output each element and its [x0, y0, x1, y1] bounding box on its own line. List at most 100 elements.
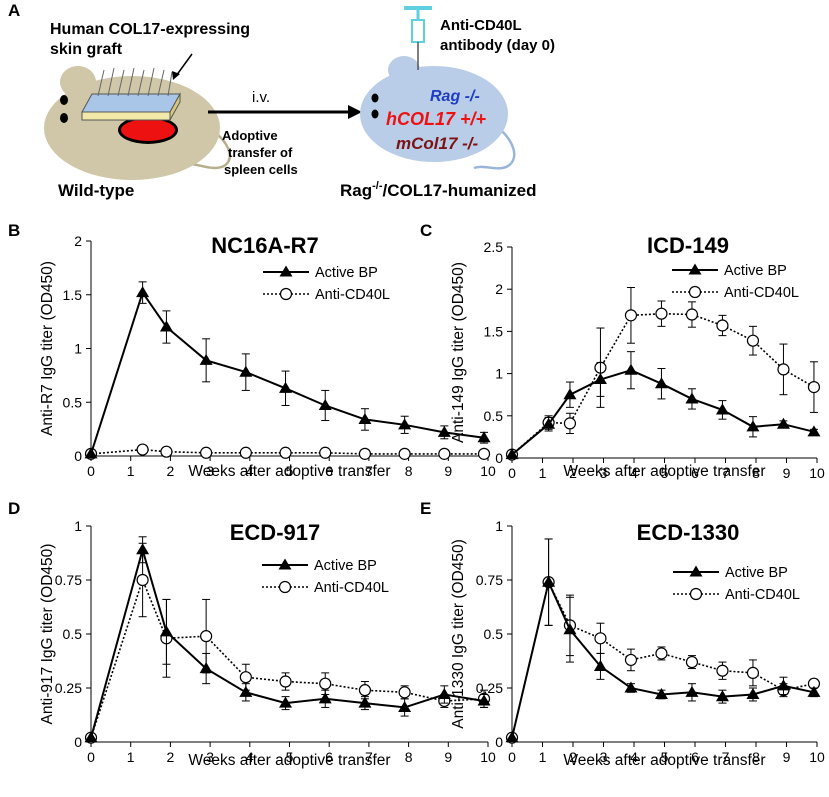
data-point [685, 685, 699, 697]
data-point [715, 690, 729, 702]
x-tick-label: 5 [286, 463, 294, 479]
x-axis-label: Weeks after adoptive transfer [563, 463, 765, 480]
data-point [716, 664, 729, 677]
series-active-bp [505, 538, 821, 743]
y-tick-label: 0.75 [476, 572, 503, 588]
x-tick-label: 0 [87, 463, 95, 479]
y-tick-label: 1 [74, 341, 82, 357]
x-tick-label: 10 [809, 465, 825, 481]
data-point [239, 671, 252, 684]
data-point [477, 431, 491, 443]
data-point [358, 412, 372, 424]
y-tick-label: 2 [74, 233, 82, 249]
data-point [807, 425, 821, 437]
x-tick-label: 1 [127, 749, 135, 765]
chart-panel-b: B NC16A-R7 0 0.5 1 1.5 2 0 1 2 3 4 5 6 7 8 9 10 Weeks afte… [8, 221, 496, 480]
graft-label-line1: Human COL17-expressing [50, 21, 250, 38]
graft-pointer-arrow [175, 53, 193, 77]
data-point [563, 388, 577, 400]
chart-title: NC16A-R7 [211, 233, 319, 258]
recipient-mouse-ear [388, 56, 420, 84]
series-active-bp [84, 536, 491, 743]
x-tick-label: 8 [405, 749, 413, 765]
data-point [685, 392, 699, 404]
x-tick-label: 7 [365, 463, 373, 479]
data-point [136, 573, 149, 587]
y-tick-label: 0.5 [63, 626, 83, 642]
recipient-mouse-tail [473, 125, 516, 170]
y-tick-label: 1.5 [63, 287, 83, 303]
panel-letter: B [8, 221, 20, 240]
legend-label: Anti-CD40L [315, 287, 390, 303]
x-tick-label: 2 [167, 749, 175, 765]
route-label: i.v. [252, 89, 270, 106]
data-point [624, 653, 638, 667]
data-point [200, 630, 213, 643]
y-axis-label: Anti-1330 IgG titer (OD450) [450, 539, 467, 729]
data-point [159, 320, 173, 332]
x-tick-label: 6 [691, 465, 699, 481]
data-point [807, 685, 821, 697]
x-tick-label: 1 [539, 465, 547, 481]
data-point [279, 696, 293, 708]
antibody-line1: Anti-CD40L [440, 17, 522, 34]
x-tick-label: 6 [325, 749, 333, 765]
genotype-mcol: mCol17 -/- [396, 134, 479, 153]
legend-marker [278, 558, 292, 570]
data-point [593, 373, 607, 385]
legend-label: Anti-CD40L [724, 285, 799, 301]
x-tick-label: 9 [783, 749, 791, 765]
data-point [746, 666, 760, 679]
data-point [776, 417, 790, 429]
data-point [807, 381, 821, 394]
transfer-arrowhead [348, 105, 362, 119]
recipient-label-base: Rag [340, 181, 372, 200]
legend-marker [689, 587, 703, 601]
data-point [624, 681, 638, 693]
y-tick-label: 0.25 [476, 680, 503, 696]
y-tick-label: 2.5 [484, 239, 504, 255]
y-tick-label: 0.75 [55, 572, 82, 588]
data-point [358, 684, 372, 697]
data-point [159, 625, 173, 637]
data-point [319, 677, 332, 690]
chart-title: ECD-1330 [637, 520, 740, 545]
graft-top [81, 93, 181, 113]
syringe-icon [404, 6, 432, 70]
data-point [477, 694, 491, 706]
donor-mouse-nose [60, 113, 68, 123]
data-point [398, 700, 412, 712]
genotype-hcol: hCOL17 +/+ [386, 109, 487, 129]
legend-label: Active BP [725, 565, 788, 581]
data-point [716, 319, 729, 332]
y-tick-label: 0.5 [484, 408, 504, 424]
x-tick-label: 2 [167, 463, 175, 479]
x-tick-label: 10 [480, 749, 496, 765]
x-axis-label: Weeks after adoptive transfer [188, 463, 390, 480]
legend-label: Active BP [724, 263, 787, 279]
x-tick-label: 4 [630, 465, 638, 481]
data-point [398, 447, 411, 460]
data-point [136, 543, 150, 555]
y-axis-label: Anti-917 IgG titer (OD450) [39, 544, 56, 725]
data-point [279, 381, 293, 393]
y-tick-label: 2 [495, 281, 503, 297]
transfer-line3: spleen cells [224, 162, 298, 177]
recipient-label: Rag-/-/COL17-humanized [340, 180, 536, 200]
x-tick-label: 4 [246, 749, 254, 765]
skin-graft [81, 67, 181, 122]
y-axis-label: Anti-R7 IgG titer (OD450) [39, 261, 56, 436]
x-tick-label: 1 [539, 749, 547, 765]
data-point [505, 731, 519, 743]
x-tick-label: 3 [206, 463, 214, 479]
data-point [84, 731, 98, 743]
data-point [160, 445, 173, 458]
data-point [777, 363, 790, 376]
series-anti-cd40l [84, 542, 491, 744]
data-point [358, 447, 372, 460]
recipient-mouse-nose [371, 109, 379, 119]
legend-marker [688, 263, 702, 275]
y-tick-label: 1 [74, 518, 82, 534]
